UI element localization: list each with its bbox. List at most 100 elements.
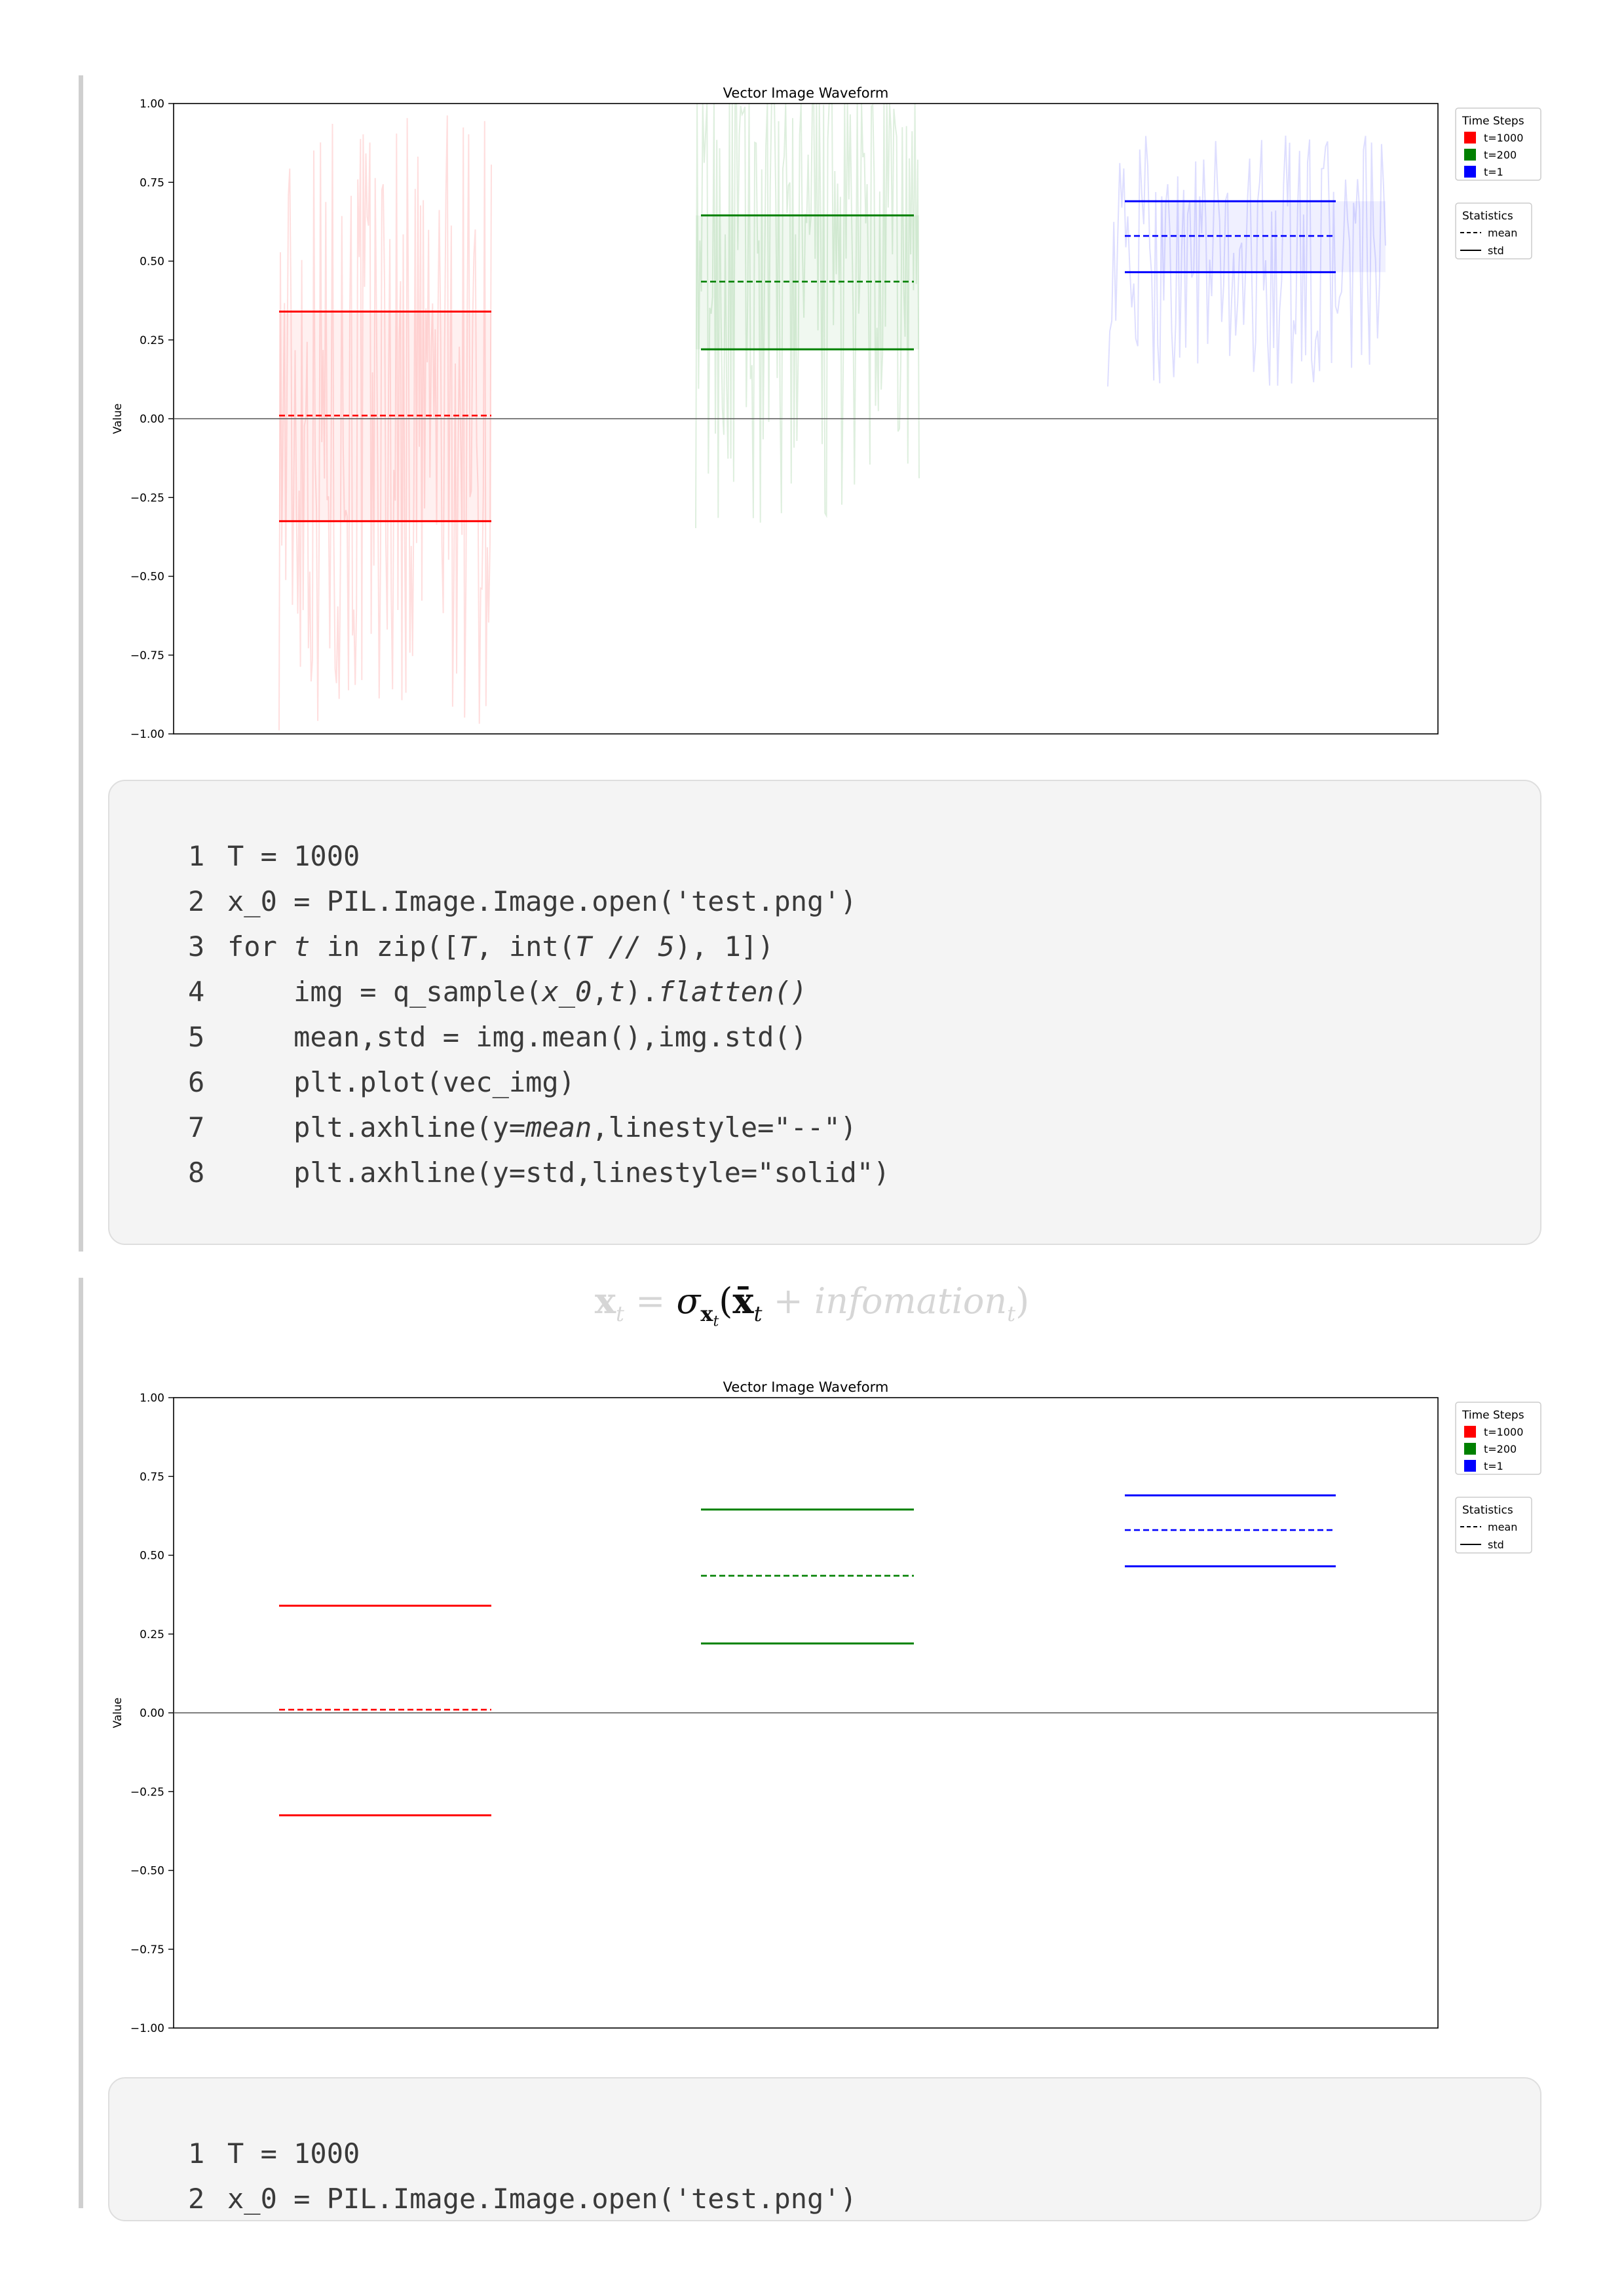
legend-entry: std <box>1488 244 1504 257</box>
chart-svg: 1.00 0.75 0.50 0.25 0.00 −0.25 −0.50 −0.75 −1.00… <box>111 85 1541 741</box>
waveform-chart-1: 1.00 0.75 0.50 0.25 0.00 −0.25 −0.50 −0.75 −1.00… <box>88 75 1549 744</box>
legend-swatch-t=200 <box>1464 149 1476 161</box>
legend-swatch-t=1000 <box>1464 132 1476 144</box>
legend-title: Time Steps <box>1462 1409 1524 1422</box>
line-number: 6 <box>188 1066 205 1098</box>
code-line: 3 for t in zip([T, int(T // 5), 1]) <box>188 924 890 969</box>
y-tick-label: −0.25 <box>130 491 164 505</box>
code-block-1: 1 T = 1000 2 x_0 = PIL.Image.Image.open('te… <box>108 780 1541 1245</box>
legend-statistics: Statistics mean std <box>1455 202 1532 259</box>
legend-statistics: Statistics mean std <box>1455 1497 1532 1554</box>
legend-time-steps: Time Steps t=1000 t=200 t=1 <box>1455 1402 1541 1475</box>
y-tick-label: −0.25 <box>130 1786 164 1799</box>
code-token: in zip([ <box>310 930 460 963</box>
legend-entry: mean <box>1488 227 1517 239</box>
code-token: T = 1000 <box>227 2137 360 2170</box>
waveform-chart-2: 1.00 0.75 0.50 0.25 0.00 −0.25 −0.50 −0.75 −1.00… <box>88 1369 1549 2038</box>
legend-entry: t=200 <box>1484 149 1517 161</box>
code-token: x_0 <box>542 976 592 1008</box>
code-token: t <box>608 976 625 1008</box>
code-token: plt.axhline(y= <box>227 1111 526 1143</box>
formula-plus: + <box>762 1280 814 1322</box>
formula-sigma: σxt <box>676 1280 719 1330</box>
line-number: 2 <box>188 2183 205 2215</box>
formula-open-paren: ( <box>719 1280 733 1322</box>
code-token: T = 1000 <box>227 840 360 872</box>
formula-equals: = <box>624 1280 677 1322</box>
y-tick-label: 1.00 <box>140 1392 164 1405</box>
legend-box <box>1455 202 1532 259</box>
legend-entry: mean <box>1488 1521 1517 1533</box>
y-tick-label: 0.25 <box>140 1628 164 1641</box>
code-line: 2 x_0 = PIL.Image.Image.open('test.png') <box>188 879 890 924</box>
code-lines: 1 T = 1000 2 x_0 = PIL.Image.Image.open('te… <box>188 833 890 1195</box>
code-line: 8 plt.axhline(y=std,linestyle="solid") <box>188 1150 890 1195</box>
formula-lhs: xt <box>594 1280 624 1326</box>
legend-box <box>1455 1402 1541 1475</box>
line-number: 3 <box>188 930 205 963</box>
code-line: 1 T = 1000 <box>188 833 890 879</box>
chart-title: Vector Image Waveform <box>723 1379 889 1395</box>
legend-entry: t=1 <box>1484 166 1503 178</box>
formula-information: infomationt <box>814 1280 1016 1326</box>
code-line: 7 plt.axhline(y=mean,linestyle="--") <box>188 1105 890 1150</box>
code-token: t <box>293 930 311 963</box>
quote-bar-bottom <box>79 1278 83 2208</box>
formula-close-paren: ) <box>1015 1280 1030 1322</box>
legend-title: Statistics <box>1462 1504 1513 1517</box>
line-number: 2 <box>188 885 205 917</box>
code-token: x_0 = PIL.Image.Image.open('test.png') <box>227 2183 857 2215</box>
code-token: , int( <box>476 930 576 963</box>
code-token: img = q_sample( <box>227 976 542 1008</box>
code-token: x_0 = PIL.Image.Image.open('test.png') <box>227 885 857 917</box>
chart-title: Vector Image Waveform <box>723 85 889 101</box>
code-token: ). <box>624 976 658 1008</box>
legend-swatch-t=1 <box>1464 1460 1476 1472</box>
waveform-t=200 <box>695 103 920 529</box>
code-line: 2 x_0 = PIL.Image.Image.open('test.png') <box>188 2176 857 2220</box>
formula-xbar: x̄t <box>732 1280 763 1326</box>
quote-bar-top <box>79 75 83 1252</box>
code-token: for <box>227 930 294 963</box>
y-tick-label: 0.00 <box>140 1707 164 1720</box>
code-line: 1 T = 1000 <box>188 2131 857 2176</box>
legend-entry: t=1000 <box>1484 1426 1523 1438</box>
chart-svg: 1.00 0.75 0.50 0.25 0.00 −0.25 −0.50 −0.75 −1.00… <box>111 1379 1541 2035</box>
y-tick-label: 0.75 <box>140 1470 164 1483</box>
y-tick-label: 1.00 <box>140 98 164 111</box>
line-number: 4 <box>188 976 205 1008</box>
legend-title: Statistics <box>1462 210 1513 223</box>
y-tick-label: −1.00 <box>130 2022 164 2035</box>
y-tick-label: −0.50 <box>130 1865 164 1878</box>
line-number: 5 <box>188 1021 205 1053</box>
line-number: 1 <box>188 840 205 872</box>
waveform-t=1 <box>1107 136 1386 387</box>
legend-box <box>1455 1497 1532 1554</box>
code-token: mean,std = img.mean(),img.std() <box>227 1021 808 1053</box>
legend-entry: t=1 <box>1484 1460 1503 1472</box>
code-token: , <box>592 976 609 1008</box>
y-tick-label: 0.25 <box>140 334 164 347</box>
line-number: 1 <box>188 2137 205 2170</box>
y-axis-label: Value <box>111 1698 124 1729</box>
y-tick-label: −0.50 <box>130 571 164 584</box>
code-token: plt.plot(vec_img) <box>227 1066 576 1098</box>
code-token: flatten() <box>658 976 808 1008</box>
y-tick-label: 0.50 <box>140 256 164 269</box>
legend-entry: t=1000 <box>1484 132 1523 144</box>
line-number: 8 <box>188 1157 205 1189</box>
code-line: 6 plt.plot(vec_img) <box>188 1060 890 1105</box>
code-token: T <box>459 930 476 963</box>
y-tick-label: −1.00 <box>130 728 164 741</box>
legend-box <box>1455 107 1541 181</box>
y-tick-label: 0.75 <box>140 176 164 189</box>
legend-entry: t=200 <box>1484 1443 1517 1455</box>
code-token: mean <box>525 1111 592 1143</box>
code-token: plt.axhline(y=std,linestyle="solid") <box>227 1157 890 1189</box>
code-lines: 1 T = 1000 2 x_0 = PIL.Image.Image.open('te… <box>188 2131 857 2220</box>
y-tick-label: 0.50 <box>140 1550 164 1563</box>
code-line: 5 mean,std = img.mean(),img.std() <box>188 1014 890 1060</box>
code-line: 4 img = q_sample(x_0,t).flatten() <box>188 969 890 1014</box>
y-tick-label: −0.75 <box>130 1943 164 1957</box>
y-tick-label: 0.00 <box>140 413 164 426</box>
